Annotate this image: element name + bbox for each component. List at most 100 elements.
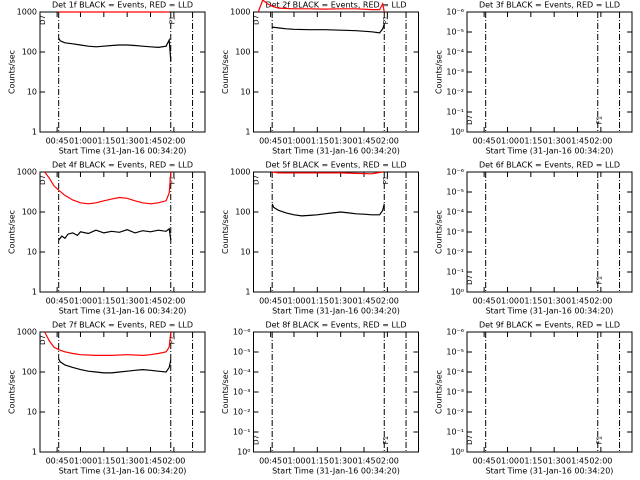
x-tick-label: 01:45 bbox=[566, 297, 589, 306]
x-tick-label: 01:45 bbox=[566, 457, 589, 466]
chart-title: Det 3f BLACK = Events, RED = LLD bbox=[479, 1, 620, 10]
y-tick-label: 10⁻⁶ bbox=[233, 328, 251, 337]
x-tick-label: 00:45 bbox=[473, 457, 496, 466]
y-tick-label: 10⁻⁴ bbox=[233, 368, 251, 377]
chart-title: Det 8f BLACK = Events, RED = LLD bbox=[265, 321, 406, 330]
y-tick-label: 10⁻⁵ bbox=[446, 188, 464, 197]
series-line bbox=[271, 203, 385, 217]
x-axis-label: Start Time (31-Jan-16 00:34:20) bbox=[272, 467, 400, 476]
y-tick-label: 1 bbox=[245, 288, 250, 297]
x-tick-label: 01:00 bbox=[69, 137, 92, 146]
x-tick-label: 01:00 bbox=[282, 137, 305, 146]
y-tick-label: 10⁻³ bbox=[446, 228, 464, 237]
y-tick-label: 10⁰ bbox=[451, 288, 464, 297]
y-tick-label: 10⁻⁴ bbox=[446, 48, 464, 57]
x-tick-label: 01:00 bbox=[282, 297, 305, 306]
y-tick-label: 10 bbox=[27, 88, 37, 97]
x-tick-label: 01:30 bbox=[116, 457, 139, 466]
annotation: F1 bbox=[382, 176, 390, 184]
y-tick-label: 10⁻⁴ bbox=[446, 368, 464, 377]
x-axis-label: Start Time (31-Jan-16 00:34:20) bbox=[59, 467, 187, 476]
y-tick-label: 100 bbox=[235, 208, 250, 217]
x-tick-label: 02:00 bbox=[589, 137, 612, 146]
y-tick-label: 100 bbox=[235, 48, 250, 57]
y-tick-label: 100 bbox=[22, 48, 37, 57]
chart-title: Det 1f BLACK = Events, RED = LLD bbox=[52, 1, 193, 10]
x-tick-label: 01:30 bbox=[329, 457, 352, 466]
plot-frame bbox=[39, 171, 206, 293]
annotation: D7 bbox=[39, 335, 47, 345]
y-axis-label: Counts/sec bbox=[435, 370, 444, 414]
series-line bbox=[58, 37, 172, 61]
y-tick-label: 10⁰ bbox=[451, 448, 464, 457]
series-line bbox=[44, 331, 172, 357]
x-axis-label: Start Time (31-Jan-16 00:34:20) bbox=[59, 147, 187, 156]
x-tick-label: 01:45 bbox=[139, 297, 162, 306]
x-tick-label: 00:45 bbox=[46, 137, 69, 146]
x-tick-label: 01:45 bbox=[566, 137, 589, 146]
y-tick-label: 10⁻¹ bbox=[446, 428, 464, 437]
x-tick-label: 01:45 bbox=[139, 457, 162, 466]
y-tick-label: 10⁻⁵ bbox=[446, 28, 464, 37]
y-tick-label: 10⁻⁵ bbox=[233, 348, 251, 357]
x-tick-label: 01:30 bbox=[116, 297, 139, 306]
x-tick-label: 00:45 bbox=[259, 457, 282, 466]
plot-frame bbox=[253, 171, 419, 293]
x-tick-label: 02:00 bbox=[589, 457, 612, 466]
y-tick-label: 10 bbox=[27, 248, 37, 257]
x-tick-label: 01:15 bbox=[92, 297, 115, 306]
annotation: F1 bbox=[595, 436, 603, 444]
series-line bbox=[272, 23, 385, 34]
x-tick-label: 00:45 bbox=[46, 297, 69, 306]
y-tick-label: 1000 bbox=[17, 328, 37, 337]
y-axis-label: Counts/sec bbox=[8, 370, 17, 414]
x-tick-label: 02:00 bbox=[162, 137, 185, 146]
x-tick-label: 01:00 bbox=[282, 457, 305, 466]
y-tick-label: 1 bbox=[32, 288, 37, 297]
x-tick-label: 01:30 bbox=[116, 137, 139, 146]
y-axis-label: Counts/sec bbox=[221, 370, 230, 414]
chart-title: Det 7f BLACK = Events, RED = LLD bbox=[52, 321, 193, 330]
y-tick-label: 100 bbox=[22, 368, 37, 377]
y-tick-label: 10⁻² bbox=[446, 248, 464, 257]
annotation: D7 bbox=[253, 435, 261, 445]
x-tick-label: 01:45 bbox=[352, 457, 375, 466]
x-tick-label: 02:00 bbox=[589, 297, 612, 306]
x-tick-label: 01:30 bbox=[543, 137, 566, 146]
y-axis-label: Counts/sec bbox=[8, 50, 17, 94]
series-line bbox=[58, 227, 172, 241]
x-tick-label: 01:00 bbox=[496, 297, 519, 306]
x-axis-label: Start Time (31-Jan-16 00:34:20) bbox=[486, 307, 614, 316]
plot-frame bbox=[253, 11, 419, 133]
x-axis-label: Start Time (31-Jan-16 00:34:20) bbox=[486, 467, 614, 476]
x-axis-label: Start Time (31-Jan-16 00:34:20) bbox=[272, 147, 400, 156]
x-tick-label: 01:15 bbox=[306, 297, 329, 306]
plot-frame bbox=[466, 331, 633, 453]
y-axis-label: Counts/sec bbox=[8, 210, 17, 254]
annotation: D7 bbox=[466, 275, 474, 285]
y-tick-label: 1000 bbox=[17, 168, 37, 177]
series-line bbox=[58, 358, 172, 374]
x-tick-label: 01:15 bbox=[519, 137, 542, 146]
y-tick-label: 1000 bbox=[230, 8, 250, 17]
chart-title: Det 4f BLACK = Events, RED = LLD bbox=[52, 161, 193, 170]
y-tick-label: 10⁰ bbox=[451, 128, 464, 137]
chart-title: Det 6f BLACK = Events, RED = LLD bbox=[479, 161, 620, 170]
plot-frame bbox=[253, 331, 419, 453]
y-tick-label: 10⁻⁵ bbox=[446, 348, 464, 357]
y-tick-label: 10⁻³ bbox=[446, 68, 464, 77]
y-tick-label: 1 bbox=[245, 128, 250, 137]
y-axis-label: Counts/sec bbox=[435, 210, 444, 254]
annotation: F1 bbox=[382, 16, 390, 24]
x-tick-label: 01:30 bbox=[543, 297, 566, 306]
y-tick-label: 10⁻³ bbox=[233, 388, 251, 397]
annotation: D7 bbox=[253, 175, 261, 185]
x-tick-label: 01:30 bbox=[543, 457, 566, 466]
x-tick-label: 00:45 bbox=[259, 137, 282, 146]
y-tick-label: 1000 bbox=[17, 8, 37, 17]
plot-frame bbox=[466, 11, 633, 133]
series-line bbox=[272, 171, 383, 175]
x-tick-label: 00:45 bbox=[473, 137, 496, 146]
plot-frame bbox=[466, 171, 633, 293]
